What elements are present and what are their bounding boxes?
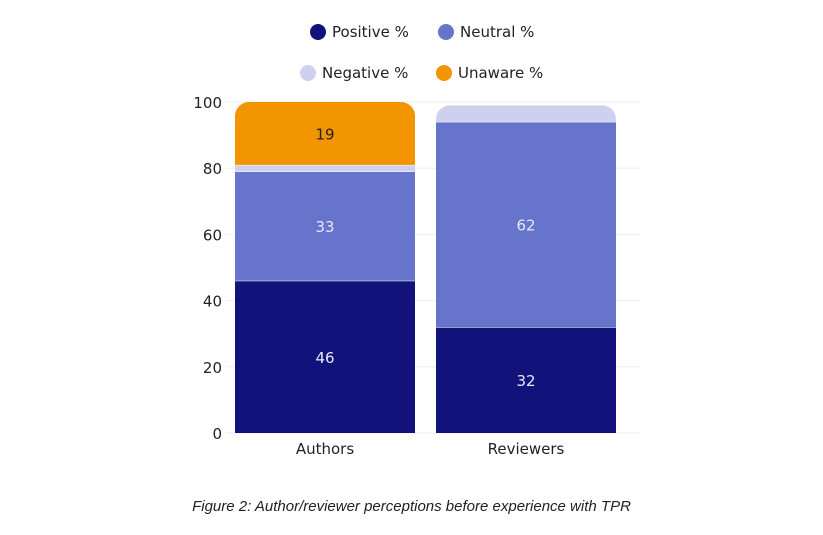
figure-caption: Figure 2: Author/reviewer perceptions be…	[192, 498, 631, 515]
bar-segment-positive	[235, 280, 415, 433]
y-tick-label: 20	[203, 359, 222, 377]
bar-segment-neutral	[235, 171, 415, 281]
bar-segment-positive	[436, 327, 616, 433]
bar-segment-negative	[235, 164, 415, 172]
legend-label[interactable]: Positive %	[332, 23, 409, 41]
legend-marker[interactable]	[438, 24, 454, 40]
x-tick-label: Reviewers	[488, 440, 565, 458]
legend-label[interactable]: Neutral %	[460, 23, 534, 41]
x-tick-label: Authors	[296, 440, 355, 458]
data-label: 46	[315, 349, 334, 367]
bar-segment-unaware	[235, 102, 415, 165]
data-label: 32	[516, 372, 535, 390]
data-label: 19	[315, 125, 334, 143]
legend-marker[interactable]	[300, 65, 316, 81]
y-tick-label: 80	[203, 160, 222, 178]
legend-marker[interactable]	[436, 65, 452, 81]
data-label: 62	[516, 216, 535, 234]
legend-label[interactable]: Negative %	[322, 64, 408, 82]
legend-marker[interactable]	[310, 24, 326, 40]
data-label: 33	[315, 218, 334, 236]
y-tick-label: 40	[203, 293, 222, 311]
bar-segment-negative	[436, 105, 616, 122]
legend-label[interactable]: Unaware %	[458, 64, 543, 82]
stacked-bar-chart: 0 20 40 60 80 100 Positive % Neutral % Negative …	[193, 23, 640, 458]
y-tick-label: 0	[212, 425, 222, 443]
y-tick-label: 100	[193, 94, 222, 112]
bar-segment-neutral	[436, 121, 616, 328]
y-tick-label: 60	[203, 226, 222, 244]
